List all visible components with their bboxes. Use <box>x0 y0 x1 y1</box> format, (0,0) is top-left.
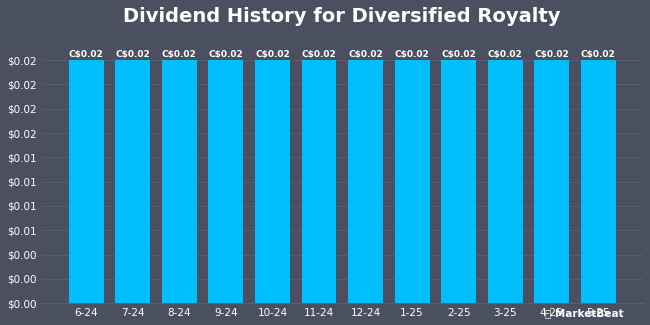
Text: C$0.02: C$0.02 <box>488 50 523 59</box>
Text: ⁠⦾ MarketBeat: ⁠⦾ MarketBeat <box>545 308 624 318</box>
Text: C$0.02: C$0.02 <box>116 50 150 59</box>
Text: C$0.02: C$0.02 <box>302 50 336 59</box>
Text: C$0.02: C$0.02 <box>162 50 197 59</box>
Text: C$0.02: C$0.02 <box>534 50 569 59</box>
Bar <box>348 60 383 303</box>
Bar <box>581 60 616 303</box>
Bar <box>534 60 569 303</box>
Bar <box>209 60 243 303</box>
Bar <box>441 60 476 303</box>
Bar <box>115 60 150 303</box>
Text: C$0.02: C$0.02 <box>69 50 103 59</box>
Title: Dividend History for Diversified Royalty: Dividend History for Diversified Royalty <box>124 7 561 26</box>
Bar <box>162 60 197 303</box>
Bar <box>255 60 290 303</box>
Bar <box>488 60 523 303</box>
Text: C$0.02: C$0.02 <box>348 50 383 59</box>
Text: C$0.02: C$0.02 <box>441 50 476 59</box>
Text: C$0.02: C$0.02 <box>255 50 290 59</box>
Bar <box>69 60 104 303</box>
Bar <box>302 60 337 303</box>
Text: C$0.02: C$0.02 <box>581 50 616 59</box>
Text: C$0.02: C$0.02 <box>209 50 243 59</box>
Bar <box>395 60 430 303</box>
Text: C$0.02: C$0.02 <box>395 50 430 59</box>
